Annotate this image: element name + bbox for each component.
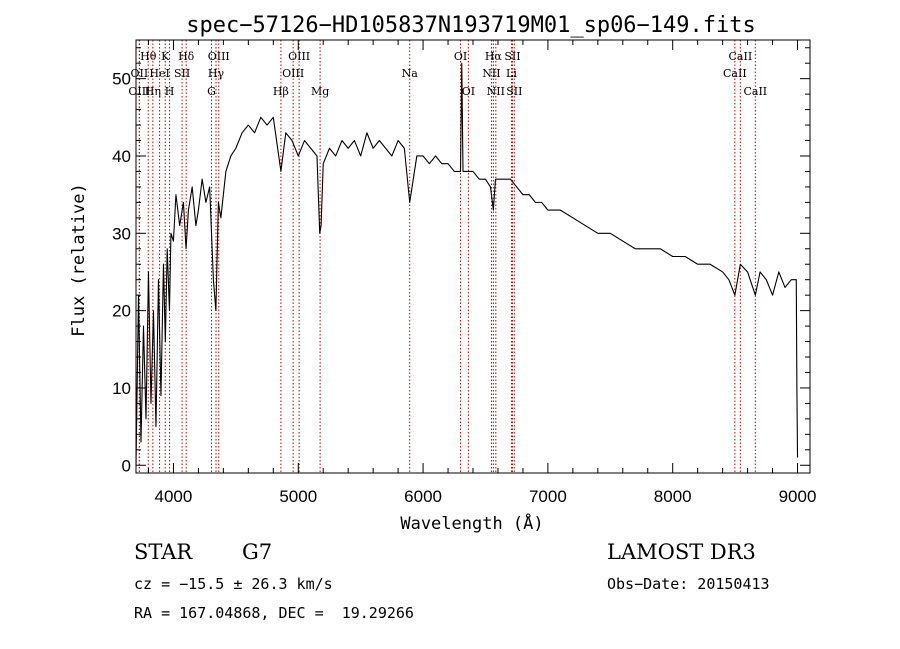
survey-name: LAMOST DR3 [607, 540, 756, 564]
y-tick-label: 20 [112, 302, 131, 321]
spectral-line-label: Na [402, 67, 419, 80]
spectral-line-label: SII [504, 50, 520, 63]
spectral-line-label: SII [174, 67, 190, 80]
spectral-line-label: OI [454, 50, 467, 63]
x-axis-label: Wavelength (Å) [400, 512, 543, 534]
tick-labels-layer: 4000 5000 6000 7000 8000 9000 0 10 20 30 40 50 [112, 70, 816, 506]
spectral-line-label: OIII [208, 50, 230, 63]
spectral-line-label: Hγ [208, 67, 225, 80]
spectral-line-label: OII [131, 67, 149, 80]
y-tick-label: 40 [112, 147, 131, 166]
spectral-line-label: OIII [288, 50, 310, 63]
spectral-line-label: SII [506, 85, 522, 98]
redshift-cz: cz = −15.5 ± 26.3 km/s [134, 575, 333, 593]
x-tick-label: 4000 [155, 487, 193, 506]
spectral-line-label: Hη [145, 85, 161, 98]
ticks-layer [136, 40, 810, 473]
chart-title: spec−57126−HD105837N193719M01_sp06−149.f… [186, 13, 756, 38]
object-subclass: G7 [242, 540, 273, 564]
spectral-line-label: OI [462, 85, 475, 98]
spectral-line-label: Li [506, 67, 517, 80]
spectrum-series-line [135, 62, 799, 466]
spectral-line-label: HeI [149, 67, 169, 80]
spectral-line-label: Hα [485, 50, 503, 63]
observation-date: Obs−Date: 20150413 [607, 575, 770, 593]
object-class: STAR [134, 540, 193, 564]
spectral-line-label: NII [487, 85, 505, 98]
y-tick-label: 30 [112, 224, 131, 243]
spectral-line-label: Hθ [140, 50, 157, 63]
spectral-line-label: K [161, 50, 170, 63]
spectral-line-label: Mg [311, 85, 329, 98]
spectral-line-label: Hβ [273, 85, 289, 98]
y-axis-label: Flux (relative) [69, 183, 89, 337]
x-tick-label: 5000 [279, 487, 317, 506]
x-tick-label: 7000 [529, 487, 567, 506]
x-tick-label: 6000 [404, 487, 442, 506]
y-tick-label: 10 [112, 379, 131, 398]
spectral-line-label: Hδ [178, 50, 195, 63]
x-tick-label: 9000 [779, 487, 817, 506]
spectral-line-labels-layer: Hθ OII OIII K Hη HeI H SII Hδ OIII Hγ G Hβ OIII OIII Mg… [128, 50, 767, 98]
y-tick-label: 50 [112, 70, 131, 89]
spectral-line-label: G [207, 85, 216, 98]
spectral-line-label: OIII [128, 85, 150, 98]
spectral-line-label: NII [482, 67, 500, 80]
spectral-line-label: H [165, 85, 175, 98]
y-tick-label: 0 [122, 456, 131, 475]
spectral-line-label: CaII [723, 67, 747, 80]
series-layer [135, 62, 799, 466]
spectral-line-label: CaII [743, 85, 767, 98]
spectral-line-label: CaII [729, 50, 753, 63]
spectral-line-label: OIII [282, 67, 304, 80]
spectral-lines-layer [138, 40, 756, 473]
ra-dec: RA = 167.04868, DEC = 19.29266 [134, 604, 414, 622]
plot-frame [135, 39, 811, 474]
x-tick-label: 8000 [654, 487, 692, 506]
